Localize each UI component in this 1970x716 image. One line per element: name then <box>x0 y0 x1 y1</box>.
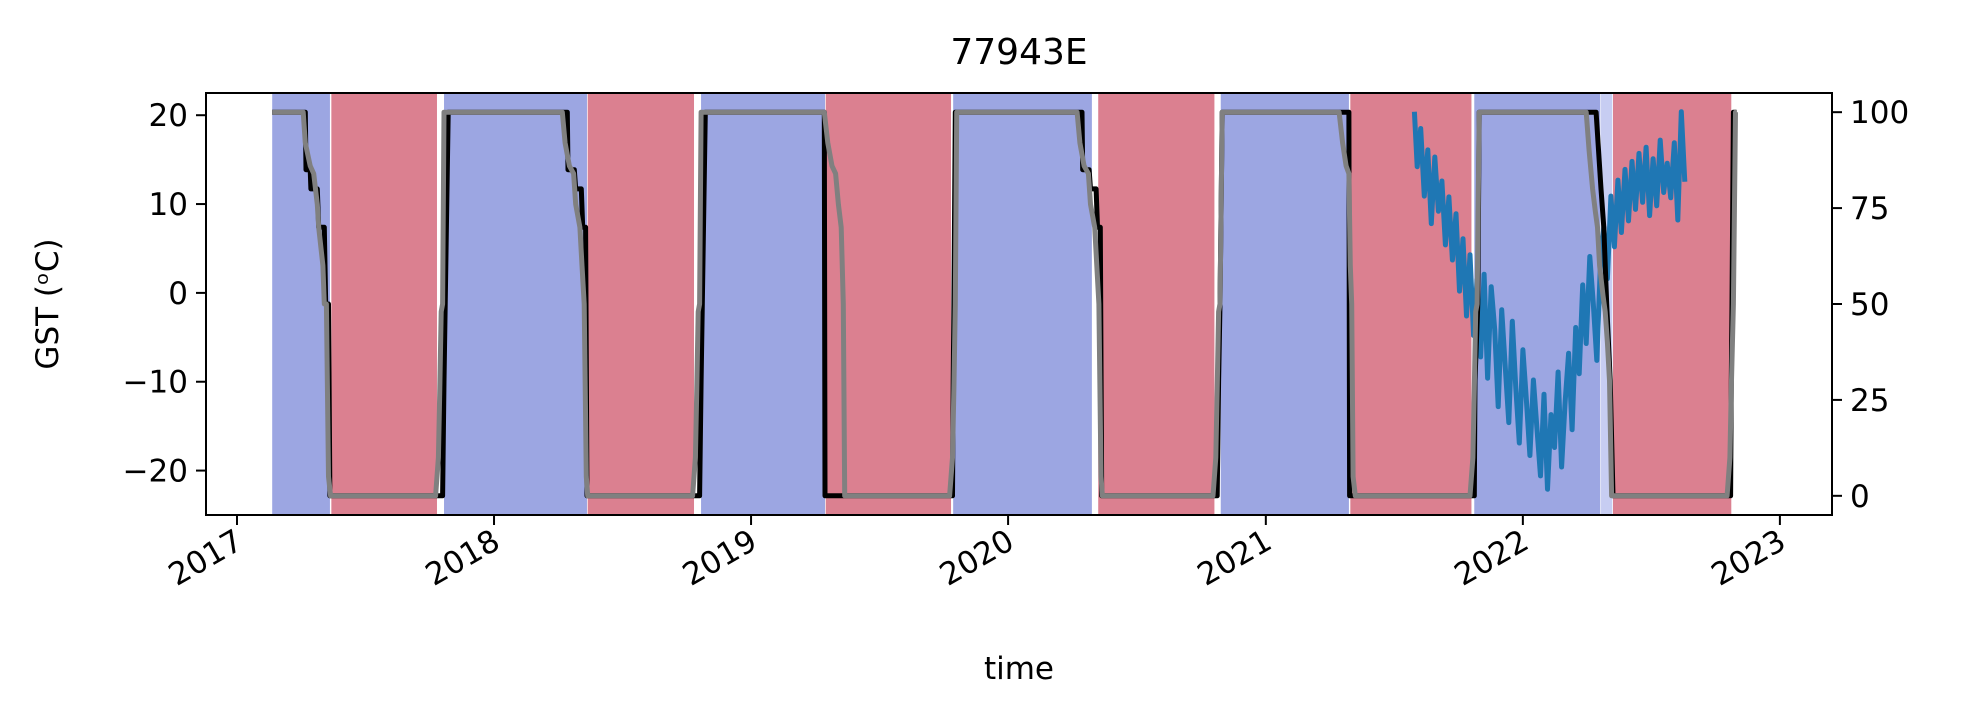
x-tick-label: 2022 <box>1449 523 1535 594</box>
season-band-frozen <box>701 93 825 515</box>
y2-tick-label: 25 <box>1850 383 1889 419</box>
y2-tick-label: 50 <box>1850 287 1889 323</box>
x-tick-label: 2023 <box>1706 523 1792 594</box>
y2-tick-label: 0 <box>1850 479 1870 515</box>
series-lines <box>272 109 1738 499</box>
season-band-frozen <box>1220 93 1349 515</box>
series-line-1 <box>1411 109 1688 492</box>
y-tick-label: 20 <box>149 98 188 134</box>
x-tick-label: 2020 <box>934 523 1020 594</box>
season-band-thawed <box>1098 93 1215 515</box>
y-tick-label: −20 <box>123 454 188 490</box>
y-axis-left: −20 −10 0 10 20 <box>123 98 206 490</box>
season-band-frozen <box>444 93 587 515</box>
season-band-frozen <box>953 93 1092 515</box>
chart-title: 77943E <box>950 32 1087 73</box>
x-tick-label: 2019 <box>677 523 763 594</box>
y-axis-label: GST (ᵒC) <box>30 238 66 369</box>
y-tick-label: 0 <box>168 276 188 312</box>
season-band-frozen <box>272 93 330 515</box>
x-tick-label: 2021 <box>1191 523 1277 594</box>
x-tick-label: 2018 <box>420 523 506 594</box>
x-tick-label: 2017 <box>163 523 249 594</box>
season-band-thawed <box>331 93 437 515</box>
season-band-thawed <box>587 93 695 515</box>
series-line-3 <box>272 109 1738 499</box>
y2-tick-label: 100 <box>1850 95 1909 131</box>
y-tick-label: −10 <box>123 365 188 401</box>
season-band-thawed <box>1350 93 1472 515</box>
x-axis: 2017 2018 2019 2020 2021 2022 2023 <box>163 515 1792 593</box>
y-axis-right: 0 25 50 75 100 <box>1832 95 1909 515</box>
y-tick-label: 10 <box>149 187 188 223</box>
y2-tick-label: 75 <box>1850 191 1889 227</box>
x-axis-label: time <box>984 651 1054 687</box>
season-bands <box>272 93 1732 515</box>
